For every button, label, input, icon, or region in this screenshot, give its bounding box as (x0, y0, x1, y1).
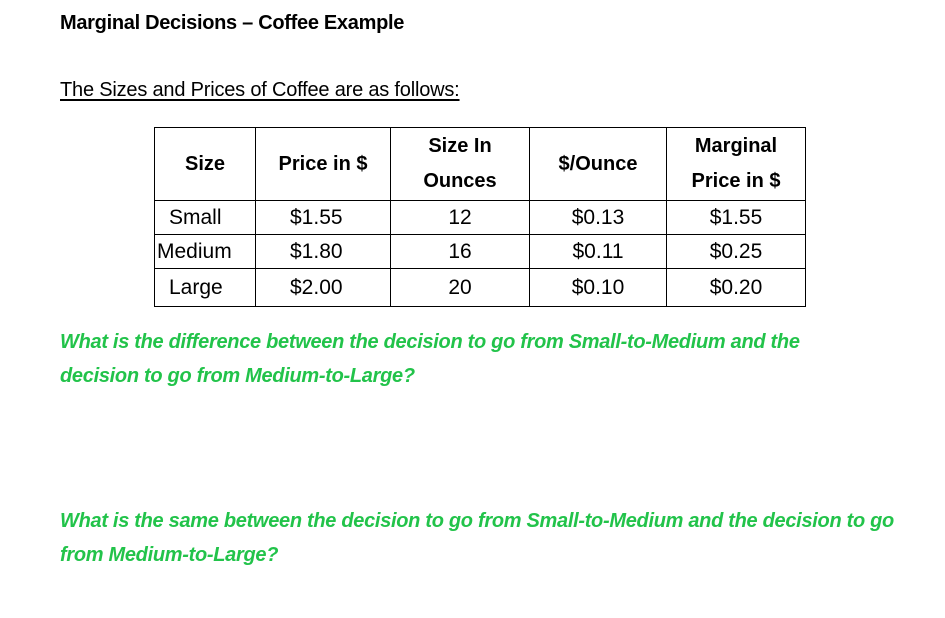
header-size: Size (154, 127, 256, 201)
document-title: Marginal Decisions – Coffee Example (60, 12, 405, 34)
header-ounces-line2: Ounces (423, 170, 497, 192)
header-per-ounce: $/Ounce (529, 127, 667, 201)
cell-ounces: 20 (390, 268, 530, 307)
header-size-label: Size (184, 152, 226, 175)
cell-marginal: $1.55 (666, 200, 806, 235)
header-marginal-line2: Price in $ (691, 170, 781, 192)
cell-per-ounce: $0.13 (529, 200, 667, 235)
cell-marginal: $0.20 (666, 268, 806, 307)
cell-size: Large (154, 268, 256, 307)
table-row: Medium $1.80 16 $0.11 $0.25 (154, 234, 806, 269)
header-ounces: Size In Ounces (390, 127, 530, 201)
cell-per-ounce: $0.11 (529, 234, 667, 269)
cell-price: $2.00 (255, 268, 391, 307)
cell-marginal: $0.25 (666, 234, 806, 269)
header-per-ounce-label: $/Ounce (558, 152, 638, 175)
intro-text: The Sizes and Prices of Coffee are as fo… (60, 79, 460, 101)
cell-per-ounce: $0.10 (529, 268, 667, 307)
header-price: Price in $ (255, 127, 391, 201)
header-marginal: Marginal Price in $ (666, 127, 806, 201)
cell-ounces: 12 (390, 200, 530, 235)
header-marginal-line1: Marginal (694, 135, 778, 157)
question-difference: What is the difference between the decis… (60, 331, 800, 387)
table-header-row: Size Price in $ Size In Ounces $/Ounce M… (154, 127, 806, 201)
table-row: Small $1.55 12 $0.13 $1.55 (154, 200, 806, 235)
question-same: What is the same between the decision to… (60, 510, 894, 566)
cell-size: Small (154, 200, 256, 235)
cell-price: $1.55 (255, 200, 391, 235)
cell-ounces: 16 (390, 234, 530, 269)
header-price-label: Price in $ (278, 152, 368, 175)
cell-size: Medium (154, 234, 256, 269)
header-ounces-line1: Size In (428, 135, 492, 157)
coffee-price-table: Size Price in $ Size In Ounces $/Ounce M… (154, 127, 806, 307)
table-row: Large $2.00 20 $0.10 $0.20 (154, 268, 806, 307)
cell-price: $1.80 (255, 234, 391, 269)
